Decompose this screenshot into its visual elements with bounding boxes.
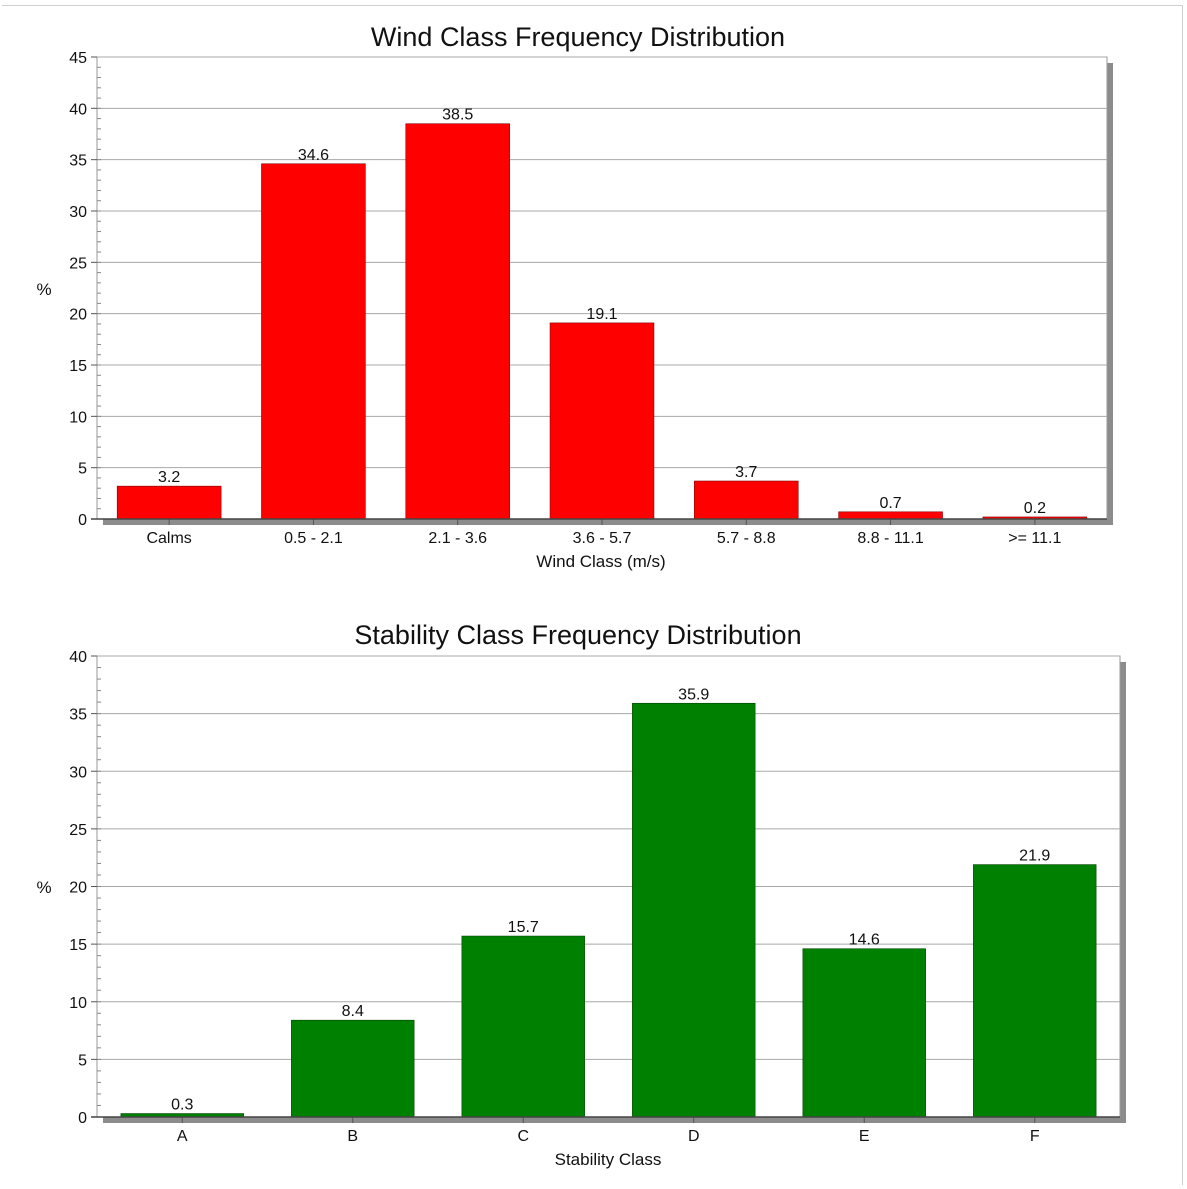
x-tick-label: 3.6 - 5.7 bbox=[573, 530, 632, 547]
page-frame bbox=[2, 5, 1183, 1185]
bar-value-label: 38.5 bbox=[442, 107, 473, 124]
bar-value-label: 19.1 bbox=[586, 306, 617, 323]
x-tick-label: F bbox=[1030, 1128, 1040, 1145]
y-tick-label: 0 bbox=[78, 512, 87, 529]
bar-value-label: 34.6 bbox=[298, 147, 329, 164]
y-tick-label: 25 bbox=[69, 822, 87, 839]
y-tick-label: 15 bbox=[69, 358, 87, 375]
y-tick-label: 10 bbox=[69, 995, 87, 1012]
bar-value-label: 0.3 bbox=[171, 1097, 193, 1114]
y-tick-label: 30 bbox=[69, 204, 87, 221]
x-axis-label: Wind Class (m/s) bbox=[536, 552, 665, 571]
y-tick-label: 35 bbox=[69, 153, 87, 170]
y-tick-label: 20 bbox=[69, 880, 87, 897]
x-tick-label: D bbox=[688, 1128, 700, 1145]
bar-value-label: 0.7 bbox=[879, 495, 901, 512]
x-tick-label: >= 11.1 bbox=[1008, 530, 1061, 547]
bar bbox=[405, 123, 510, 520]
chart-title: Wind Class Frequency Distribution bbox=[371, 22, 785, 52]
x-tick-label: B bbox=[347, 1128, 358, 1145]
bar bbox=[116, 485, 222, 520]
y-tick-label: 25 bbox=[69, 255, 87, 272]
y-tick-label: 30 bbox=[69, 764, 87, 781]
y-axis-label: % bbox=[36, 280, 51, 299]
y-tick-label: 45 bbox=[69, 50, 87, 67]
x-tick-label: E bbox=[859, 1128, 870, 1145]
bar bbox=[461, 935, 585, 1118]
bar bbox=[549, 322, 655, 520]
bar-value-label: 8.4 bbox=[342, 1003, 364, 1020]
y-tick-label: 20 bbox=[69, 307, 87, 324]
bar-value-label: 3.2 bbox=[158, 469, 180, 486]
bar bbox=[632, 702, 756, 1118]
bar-value-label: 35.9 bbox=[678, 686, 709, 703]
stability-class-chart: Stability Class Frequency Distribution 0 5… bbox=[36, 620, 1126, 1169]
y-tick-label: 5 bbox=[78, 461, 87, 478]
y-tick-label: 40 bbox=[69, 649, 87, 666]
bar bbox=[261, 163, 366, 520]
x-tick-label: A bbox=[177, 1128, 188, 1145]
bar-value-label: 0.2 bbox=[1024, 500, 1046, 517]
y-tick-label: 5 bbox=[78, 1052, 87, 1069]
y-tick-label: 0 bbox=[78, 1110, 87, 1127]
bar bbox=[802, 948, 926, 1118]
y-tick-label: 40 bbox=[69, 101, 87, 118]
x-tick-label: 8.8 - 11.1 bbox=[857, 530, 924, 547]
bar bbox=[838, 511, 943, 520]
x-tick-label: 0.5 - 2.1 bbox=[284, 530, 343, 547]
x-tick-label: 5.7 - 8.8 bbox=[717, 530, 776, 547]
wind-class-chart: Wind Class Frequency Distribution 0 5 10 15 2… bbox=[36, 22, 1113, 571]
chart-title: Stability Class Frequency Distribution bbox=[354, 620, 801, 650]
bar bbox=[694, 480, 799, 520]
x-tick-label: Calms bbox=[146, 530, 191, 547]
bar-value-label: 21.9 bbox=[1019, 848, 1050, 865]
y-tick-label: 10 bbox=[69, 409, 87, 426]
bar-value-label: 3.7 bbox=[735, 464, 757, 481]
bar-value-label: 14.6 bbox=[849, 932, 880, 949]
x-tick-label: C bbox=[517, 1128, 529, 1145]
y-tick-label: 35 bbox=[69, 707, 87, 724]
x-axis-label: Stability Class bbox=[555, 1150, 662, 1169]
bar-value-label: 15.7 bbox=[508, 919, 539, 936]
bar bbox=[291, 1019, 415, 1118]
y-axis-label: % bbox=[36, 878, 51, 897]
y-tick-label: 15 bbox=[69, 937, 87, 954]
x-tick-label: 2.1 - 3.6 bbox=[428, 530, 487, 547]
bar bbox=[973, 864, 1097, 1118]
